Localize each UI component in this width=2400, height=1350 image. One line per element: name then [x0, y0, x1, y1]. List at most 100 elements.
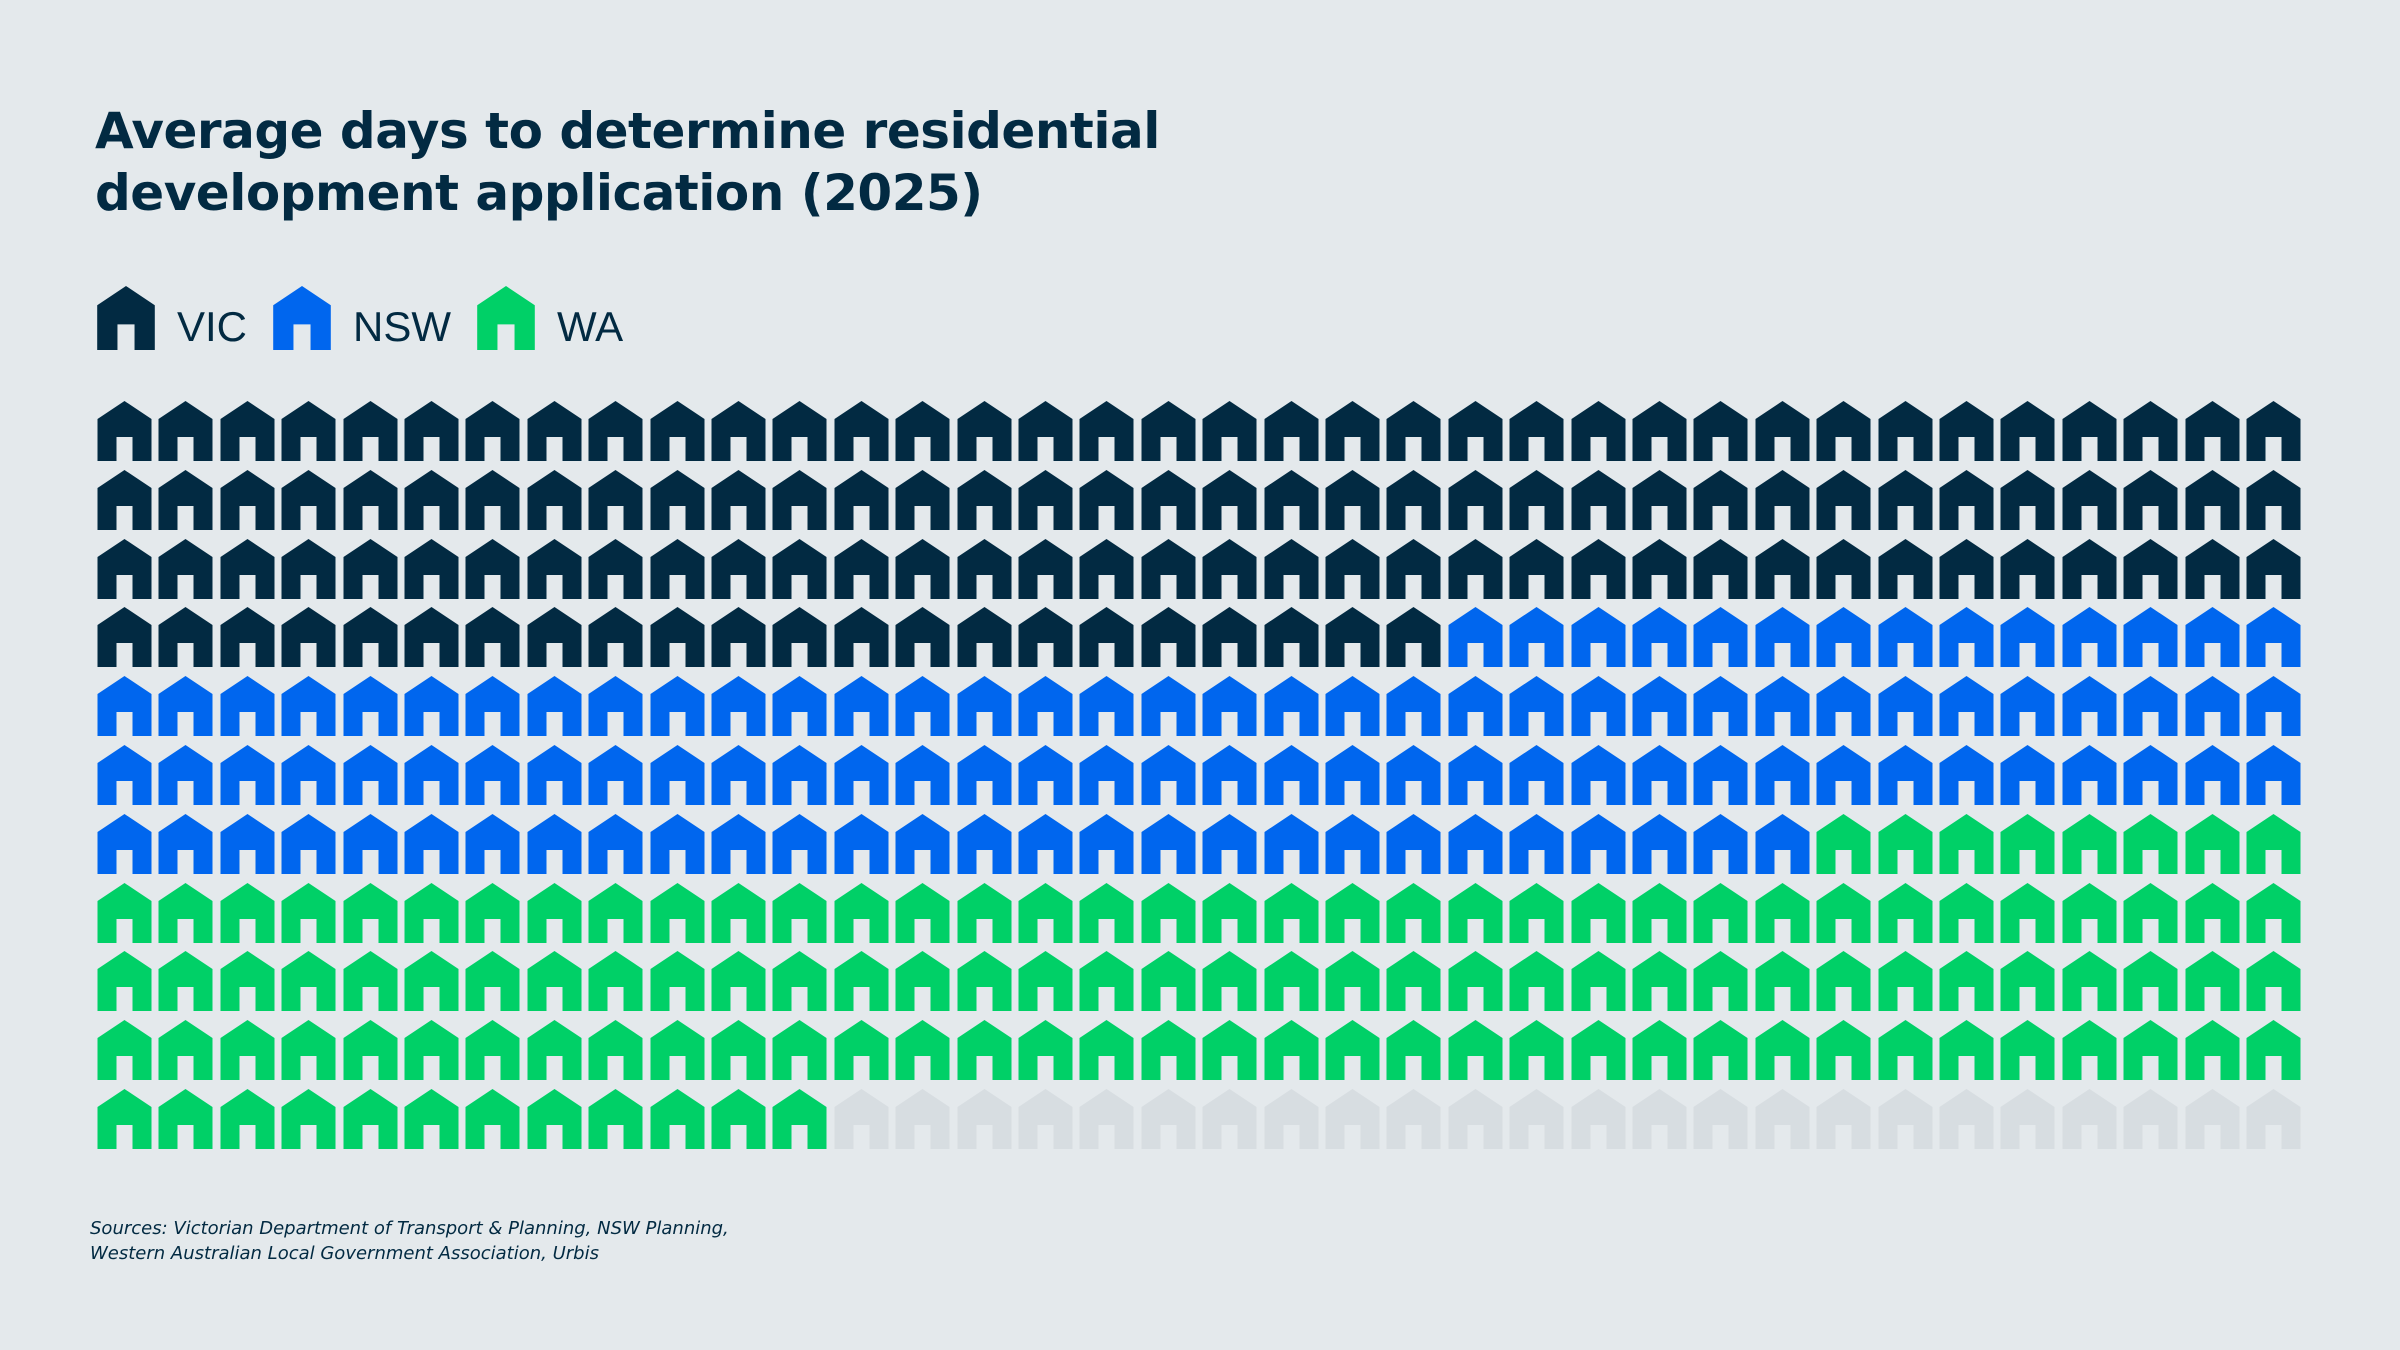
house-icon-wa: [895, 1020, 950, 1081]
house-icon-vic: [1325, 469, 1380, 530]
house-icon-wa: [1878, 813, 1933, 874]
house-icon-nsw: [1079, 745, 1134, 805]
house-icon-nsw: [1018, 745, 1073, 805]
house-icon-vic: [1509, 538, 1564, 599]
house-icon-wa: [2062, 813, 2117, 874]
house-icon-vic: [1816, 469, 1871, 530]
house-icon-vic: [957, 607, 1012, 668]
house-icon-vic: [1264, 469, 1319, 530]
house-icon-nsw: [1264, 813, 1319, 874]
house-icon-vic: [834, 538, 889, 599]
house-icon-nsw: [1509, 813, 1564, 874]
house-icon-empty: [1264, 1089, 1319, 1149]
house-icon-wa: [220, 1020, 275, 1081]
house-icon-nsw: [343, 813, 398, 874]
house-icon-vic: [1141, 469, 1196, 530]
house-icon-nsw: [527, 676, 582, 737]
house-icon-nsw: [1079, 676, 1134, 737]
house-icon-empty: [834, 1089, 889, 1149]
house-icon-vic: [97, 401, 152, 461]
chart-title: Average days to determine residential de…: [95, 100, 1160, 224]
house-icon-nsw: [895, 676, 950, 737]
house-icon-vic: [2185, 538, 2240, 599]
house-icon-wa: [2062, 882, 2117, 943]
house-icon-wa: [1816, 813, 1871, 874]
house-icon-wa: [1386, 882, 1441, 943]
house-icon-nsw: [1755, 745, 1810, 805]
house-icon-wa: [220, 1089, 275, 1149]
house-icon-vic: [527, 401, 582, 461]
house-icon-nsw: [2000, 676, 2055, 737]
house-icon-vic: [895, 538, 950, 599]
house-icon-nsw: [404, 676, 459, 737]
house-icon-nsw: [772, 745, 827, 805]
house-icon-vic: [588, 401, 643, 461]
house-icon-wa: [1509, 882, 1564, 943]
chart-title-line-1: Average days to determine residential: [95, 102, 1160, 160]
house-icon-wa: [1202, 951, 1257, 1012]
house-icon-nsw: [1448, 813, 1503, 874]
house-icon-nsw: [2185, 607, 2240, 668]
house-icon-wa: [158, 1089, 213, 1149]
house-icon-vic: [2185, 469, 2240, 530]
house-icon-vic: [2185, 401, 2240, 461]
house-icon-wa: [2123, 882, 2178, 943]
house-icon-wa: [2000, 1020, 2055, 1081]
house-icon-nsw: [2062, 676, 2117, 737]
house-icon-nsw: [2185, 676, 2240, 737]
house-icon-vic: [1755, 401, 1810, 461]
house-icon-wa: [2185, 882, 2240, 943]
house-icon-wa: [1264, 882, 1319, 943]
house-icon-vic: [1939, 401, 1994, 461]
house-icon-wa: [1571, 951, 1626, 1012]
house-icon-wa: [220, 951, 275, 1012]
house-icon-empty: [1325, 1089, 1380, 1149]
legend-label: NSW: [353, 303, 452, 350]
house-icon-nsw: [2000, 607, 2055, 668]
house-icon-vic: [1632, 538, 1687, 599]
house-icon-vic: [1386, 469, 1441, 530]
house-icon-wa: [343, 1089, 398, 1149]
house-icon-wa: [220, 882, 275, 943]
house-icon-nsw: [1202, 676, 1257, 737]
house-icon-nsw: [834, 745, 889, 805]
house-icon-vic: [1325, 538, 1380, 599]
house-icon-nsw: [1755, 813, 1810, 874]
house-icon-wa: [1878, 951, 1933, 1012]
house-icon-nsw: [1755, 607, 1810, 668]
house-icon-nsw: [1079, 813, 1134, 874]
house-icon-vic: [1018, 401, 1073, 461]
house-icon-vic: [1079, 538, 1134, 599]
house-icon-nsw: [1141, 745, 1196, 805]
house-icon-vic: [834, 469, 889, 530]
house-icon-wa: [404, 1089, 459, 1149]
house-icon-wa: [2000, 813, 2055, 874]
house-icon-vic: [1816, 538, 1871, 599]
house-icon-vic: [343, 538, 398, 599]
house-icon-nsw: [1509, 607, 1564, 668]
house-icon-wa: [588, 882, 643, 943]
house-icon-wa: [1141, 1020, 1196, 1081]
house-icon-nsw: [158, 745, 213, 805]
house-icon-vic: [711, 401, 766, 461]
house-icon-vic: [1079, 469, 1134, 530]
house-icon-wa: [2123, 951, 2178, 1012]
house-icon-vic: [158, 401, 213, 461]
house-icon-wa: [158, 882, 213, 943]
house-icon-vic: [711, 538, 766, 599]
house-icon-nsw: [1141, 813, 1196, 874]
house-icon-vic: [1386, 401, 1441, 461]
house-icon-wa: [1816, 1020, 1871, 1081]
house-icon-wa: [650, 882, 705, 943]
house-icon-nsw: [1878, 745, 1933, 805]
house-icon-vic: [281, 538, 336, 599]
house-icon-vic: [2062, 469, 2117, 530]
house-icon-nsw: [1141, 676, 1196, 737]
house-icon-nsw: [1878, 676, 1933, 737]
house-icon-vic: [343, 401, 398, 461]
house-icon-nsw: [1632, 813, 1687, 874]
house-icon-empty: [2062, 1089, 2117, 1149]
house-icon-wa: [1509, 951, 1564, 1012]
house-icon-wa: [957, 951, 1012, 1012]
house-icon-wa: [1448, 882, 1503, 943]
